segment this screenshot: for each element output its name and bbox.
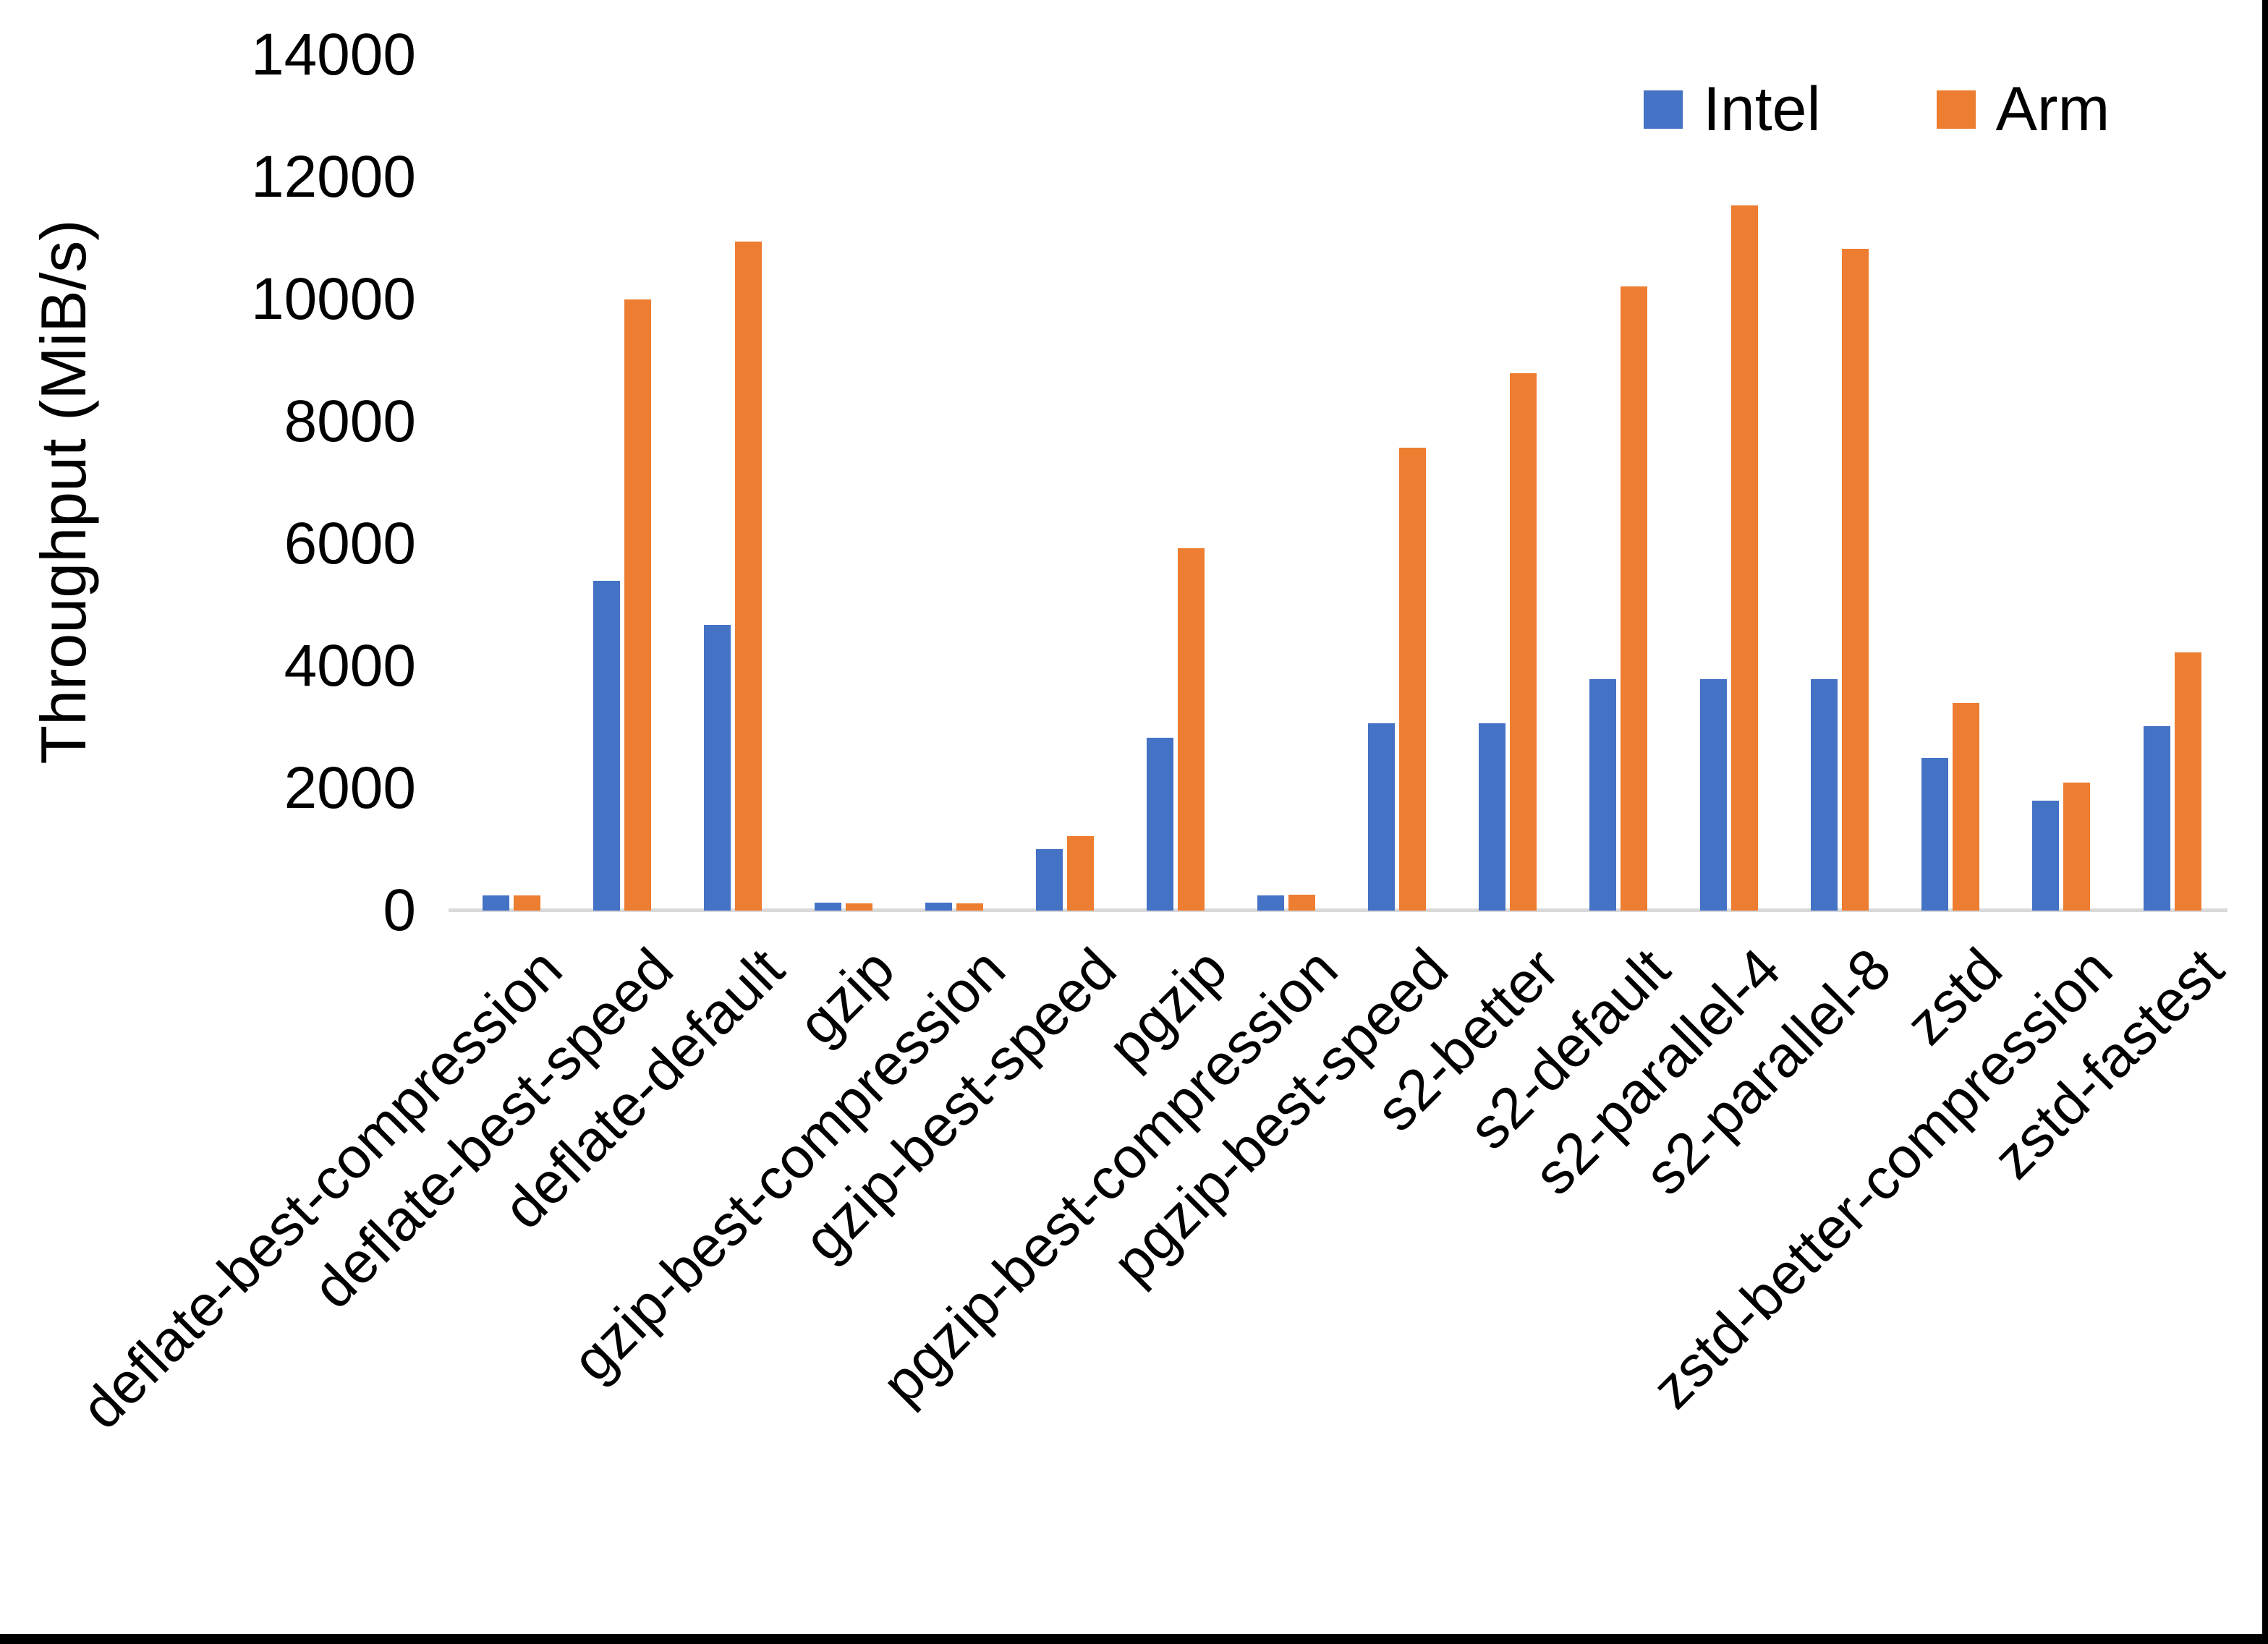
bar-intel-gzip-best-speed: [1035, 849, 1063, 911]
bar-intel-deflate-best-speed: [593, 581, 620, 911]
bar-arm-zstd-fastest: [2174, 652, 2201, 911]
bar-intel-gzip: [814, 903, 841, 911]
bar-arm-pgzip-best-compression: [1288, 895, 1315, 911]
y-tick-label: 4000: [284, 633, 416, 699]
y-tick-label: 10000: [250, 266, 416, 332]
bar-arm-pgzip-best-speed: [1399, 448, 1427, 911]
bar-arm-deflate-default: [734, 242, 762, 911]
bar-intel-zstd: [1921, 758, 1949, 911]
legend: Intel Arm: [1644, 78, 2110, 140]
y-tick-label: 14000: [250, 22, 416, 88]
bar-arm-deflate-best-speed: [624, 299, 651, 911]
legend-label-intel: Intel: [1703, 74, 1821, 144]
bottom-border: [0, 1634, 2268, 1644]
bar-intel-s2-better: [1479, 723, 1506, 911]
legend-swatch-arm: [1936, 90, 1976, 129]
y-tick-label: 6000: [284, 511, 416, 576]
bar-arm-gzip-best-compression: [956, 903, 983, 911]
bar-arm-s2-parallel-4: [1731, 205, 1759, 911]
bar-arm-s2-parallel-8: [1842, 249, 1869, 911]
bar-arm-zstd-better-compression: [2063, 783, 2091, 911]
x-axis-line: [449, 908, 2227, 912]
y-axis-title: Throughput (MiB/s): [27, 219, 99, 764]
bar-arm-s2-default: [1621, 286, 1648, 911]
bar-intel-pgzip: [1146, 738, 1173, 911]
bar-arm-gzip: [845, 903, 872, 911]
bar-arm-pgzip: [1177, 548, 1205, 911]
bar-arm-s2-better: [1510, 373, 1537, 911]
right-border: [2262, 0, 2268, 1644]
bar-intel-s2-parallel-4: [1700, 679, 1728, 911]
bar-intel-pgzip-best-compression: [1257, 895, 1284, 911]
y-tick-label: 8000: [284, 388, 416, 454]
legend-label-arm: Arm: [1995, 74, 2110, 144]
legend-item-intel: Intel: [1644, 78, 1821, 140]
bar-arm-deflate-best-compression: [513, 895, 540, 911]
bar-intel-gzip-best-compression: [925, 903, 952, 911]
bar-intel-zstd-fastest: [2143, 726, 2170, 911]
bar-intel-deflate-default: [703, 625, 731, 911]
y-tick-label: 0: [383, 877, 416, 943]
legend-item-arm: Arm: [1936, 74, 2110, 144]
y-tick-label: 12000: [250, 144, 416, 210]
bar-intel-zstd-better-compression: [2032, 801, 2060, 911]
bar-arm-gzip-best-speed: [1066, 836, 1094, 911]
bar-intel-s2-parallel-8: [1811, 679, 1838, 911]
bar-intel-s2-default: [1589, 679, 1617, 911]
bar-intel-deflate-best-compression: [482, 895, 509, 911]
bar-arm-zstd: [1953, 703, 1980, 911]
legend-swatch-intel: [1644, 90, 1683, 129]
y-tick-label: 2000: [284, 755, 416, 821]
bar-intel-pgzip-best-speed: [1368, 723, 1396, 911]
